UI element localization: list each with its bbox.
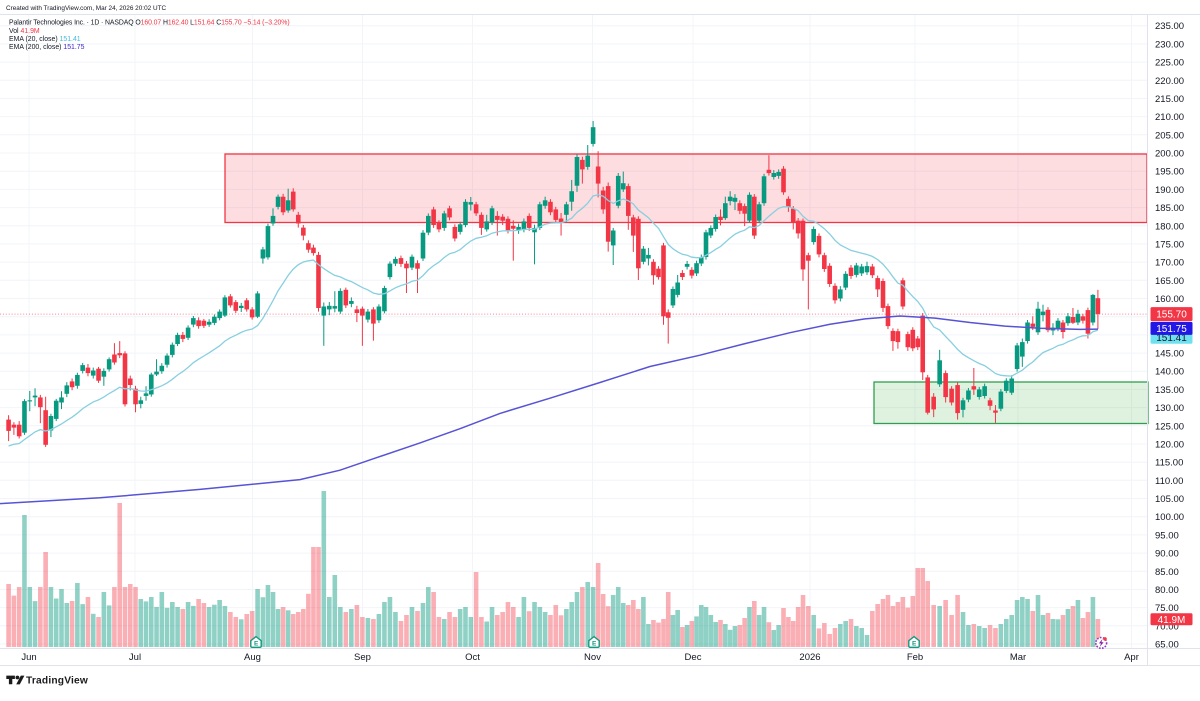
svg-text:195.00: 195.00 bbox=[1155, 167, 1184, 178]
svg-text:EMA (200, close) 151.75: EMA (200, close) 151.75 bbox=[9, 44, 85, 51]
svg-text:145.00: 145.00 bbox=[1155, 349, 1184, 360]
svg-text:105.00: 105.00 bbox=[1155, 494, 1184, 505]
svg-text:225.00: 225.00 bbox=[1155, 58, 1184, 69]
svg-text:TradingView: TradingView bbox=[26, 676, 88, 687]
svg-text:151.41: 151.41 bbox=[1156, 333, 1187, 344]
svg-text:200.00: 200.00 bbox=[1155, 149, 1184, 160]
svg-text:Apr: Apr bbox=[1124, 652, 1139, 663]
svg-text:Jun: Jun bbox=[21, 652, 36, 663]
svg-text:110.00: 110.00 bbox=[1155, 476, 1183, 487]
svg-text:130.00: 130.00 bbox=[1155, 403, 1184, 414]
svg-text:95.00: 95.00 bbox=[1155, 530, 1179, 541]
svg-text:Sep: Sep bbox=[354, 652, 371, 663]
svg-text:160.00: 160.00 bbox=[1155, 294, 1184, 305]
svg-text:Oct: Oct bbox=[465, 652, 480, 663]
svg-text:180.00: 180.00 bbox=[1155, 221, 1184, 232]
svg-text:Aug: Aug bbox=[244, 652, 261, 663]
svg-text:230.00: 230.00 bbox=[1155, 39, 1184, 50]
svg-text:215.00: 215.00 bbox=[1155, 94, 1184, 105]
svg-text:135.00: 135.00 bbox=[1155, 385, 1184, 396]
svg-text:140.00: 140.00 bbox=[1155, 367, 1184, 378]
svg-text:Dec: Dec bbox=[685, 652, 702, 663]
svg-text:85.00: 85.00 bbox=[1155, 567, 1179, 578]
svg-text:205.00: 205.00 bbox=[1155, 130, 1184, 141]
svg-text:210.00: 210.00 bbox=[1155, 112, 1184, 123]
svg-text:185.00: 185.00 bbox=[1155, 203, 1184, 214]
svg-text:Jul: Jul bbox=[129, 652, 141, 663]
svg-text:70.00: 70.00 bbox=[1155, 621, 1179, 632]
svg-text:155.70: 155.70 bbox=[1156, 310, 1187, 321]
svg-text:120.00: 120.00 bbox=[1155, 440, 1184, 451]
svg-text:E: E bbox=[254, 641, 259, 648]
svg-text:Feb: Feb bbox=[907, 652, 923, 663]
svg-text:190.00: 190.00 bbox=[1155, 185, 1184, 196]
svg-text:65.00: 65.00 bbox=[1155, 640, 1179, 651]
svg-text:E: E bbox=[912, 641, 917, 648]
svg-text:41.9M: 41.9M bbox=[1158, 615, 1186, 626]
svg-text:75.00: 75.00 bbox=[1155, 603, 1179, 614]
svg-text:Vol 41.9M: Vol 41.9M bbox=[9, 28, 40, 35]
svg-text:90.00: 90.00 bbox=[1155, 549, 1179, 560]
svg-text:165.00: 165.00 bbox=[1155, 276, 1184, 287]
svg-text:100.00: 100.00 bbox=[1155, 512, 1184, 523]
svg-text:Palantir Technologies Inc. · 1: Palantir Technologies Inc. · 1D · NASDAQ… bbox=[9, 20, 290, 27]
svg-text:Created with TradingView.com,: Created with TradingView.com, Mar 24, 20… bbox=[6, 5, 166, 12]
svg-text:220.00: 220.00 bbox=[1155, 76, 1184, 87]
svg-text:175.00: 175.00 bbox=[1155, 239, 1184, 250]
svg-text:80.00: 80.00 bbox=[1155, 585, 1179, 596]
svg-text:E: E bbox=[592, 641, 597, 648]
svg-text:151.75: 151.75 bbox=[1156, 324, 1187, 335]
svg-text:Nov: Nov bbox=[584, 652, 601, 663]
svg-text:EMA (20, close) 151.41: EMA (20, close) 151.41 bbox=[9, 36, 81, 43]
svg-text:125.00: 125.00 bbox=[1155, 421, 1184, 432]
svg-text:115.00: 115.00 bbox=[1155, 458, 1183, 469]
svg-text:235.00: 235.00 bbox=[1155, 21, 1184, 32]
svg-text:Mar: Mar bbox=[1010, 652, 1026, 663]
svg-text:2026: 2026 bbox=[799, 652, 820, 663]
svg-text:170.00: 170.00 bbox=[1155, 258, 1184, 269]
